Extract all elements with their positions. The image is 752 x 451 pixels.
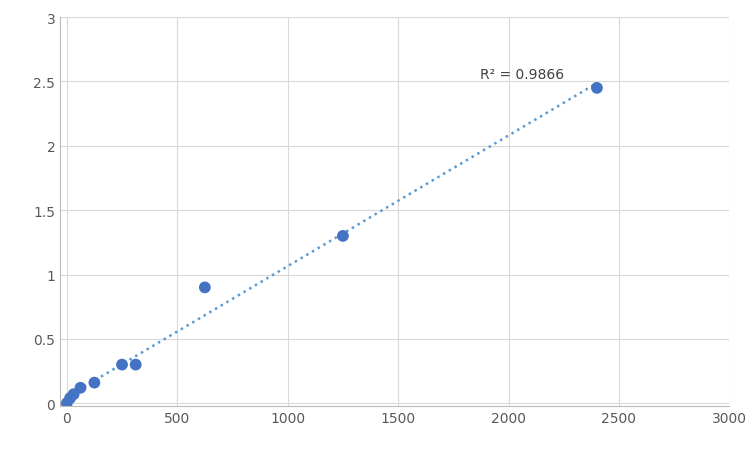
Point: [61, 400, 73, 407]
Point: [129, 361, 141, 368]
Point: [199, 284, 211, 291]
Point: [74, 384, 86, 391]
Point: [337, 233, 349, 240]
Point: [591, 85, 603, 92]
Point: [64, 395, 76, 402]
Point: [89, 379, 101, 387]
Point: [116, 361, 128, 368]
Point: [68, 391, 80, 398]
Text: R² = 0.9866: R² = 0.9866: [480, 68, 564, 82]
